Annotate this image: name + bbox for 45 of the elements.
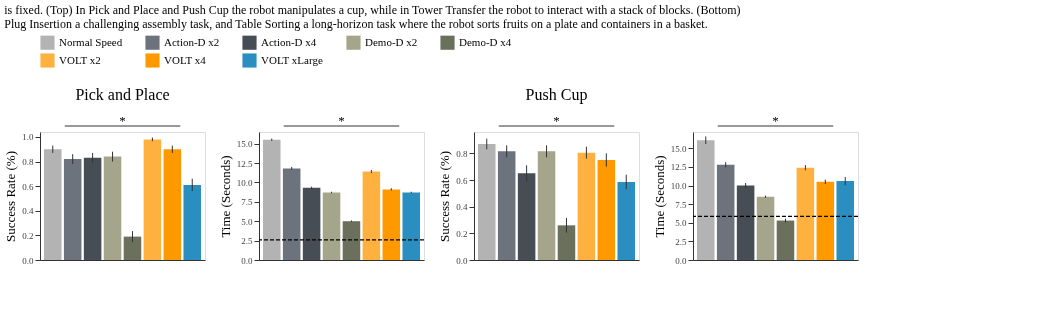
y-tick-label: 0.0 [456,255,468,266]
y-axis-title: Time (Seconds) [217,155,233,238]
legend-label: Normal Speed [59,35,123,48]
text: is fixed. (Top) In Pick and Place and Push Cup the robot manipulates a cup, while in Tower Transfer the robot to interact with a stack of blocks. (Bottom) [4,3,741,17]
y-tick-label: 0.0 [22,255,34,266]
text: Plug Insertion a challenging assembly task, and Table Sorting a long-horizon task where the robot sorts fruits on a plate and containers in a basket. [4,17,708,31]
y-tick-label: 10.0 [236,177,253,188]
legend-label: VOLT x4 [164,53,207,66]
text: * [553,113,560,128]
y-tick-label: 0.6 [22,181,34,192]
y-tick-label: 1.0 [22,132,34,143]
y-tick-label: 15.0 [236,139,253,150]
y-tick-label: 2.5 [675,236,687,247]
legend-label: VOLT xLarge [261,53,323,66]
y-tick-label: 5.0 [675,218,687,229]
y-tick-label: 0.4 [456,202,468,213]
text: * [772,113,779,128]
text: * [119,113,126,128]
y-tick-label: 7.5 [675,199,687,210]
y-tick-label: 12.5 [670,162,687,173]
y-tick-label: 0.6 [456,175,468,186]
legend-label: Demo-D x2 [365,35,418,48]
y-tick-label: 0.2 [22,230,34,241]
legend-label: Action-D x2 [164,35,220,48]
chart-title: Push Cup [525,86,588,104]
y-tick-label: 12.5 [236,158,253,169]
y-tick-label: 0.4 [22,206,34,217]
y-axis-title: Success Rate (%) [3,151,19,242]
text: * [338,113,345,128]
y-tick-label: 0.0 [241,255,253,266]
y-tick-label: 15.0 [670,143,687,154]
legend-label: Demo-D x4 [459,35,512,48]
y-tick-label: 0.0 [675,255,687,266]
y-axis-title: Success Rate (%) [437,151,453,242]
legend-label: Action-D x4 [261,35,317,48]
y-tick-label: 10.0 [670,181,687,192]
y-tick-label: 0.8 [456,148,468,159]
legend-label: VOLT x2 [59,53,101,66]
y-tick-label: 2.5 [241,236,253,247]
y-tick-label: 0.8 [22,157,34,168]
chart-title: Pick and Place [75,86,170,103]
y-axis-title: Time (Seconds) [651,155,667,238]
y-tick-label: 7.5 [241,197,253,208]
y-tick-label: 5.0 [241,216,253,227]
y-tick-label: 0.2 [456,228,468,239]
